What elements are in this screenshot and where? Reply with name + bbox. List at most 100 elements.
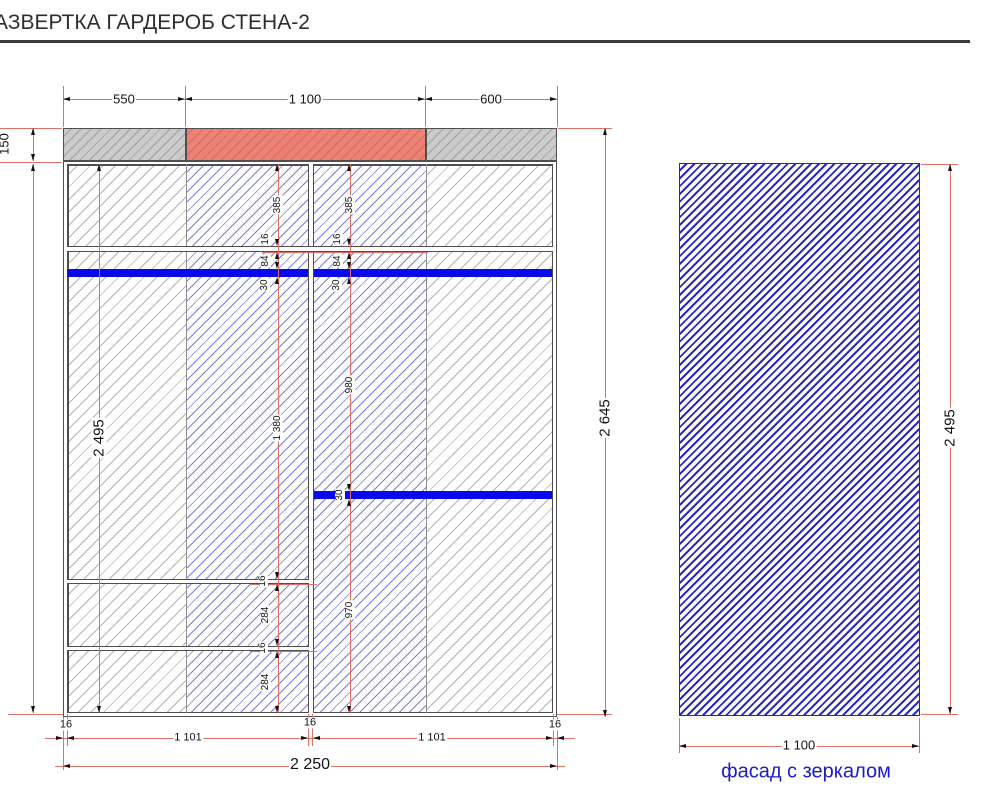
dim-label: 2 495 bbox=[941, 408, 959, 448]
dim-arrow bbox=[347, 277, 351, 284]
drawing-title: АЗВЕРТКА ГАРДЕРОБ СТЕНА-2 bbox=[0, 11, 310, 34]
dim-arrow bbox=[347, 262, 351, 269]
extension-line bbox=[185, 86, 186, 127]
mirror-facade-panel bbox=[679, 163, 920, 716]
dim-arrow bbox=[947, 707, 952, 714]
extension-line bbox=[558, 128, 612, 129]
dim-arrow bbox=[56, 735, 63, 740]
dim-arrow bbox=[96, 706, 101, 713]
dim-label: 1 101 bbox=[173, 731, 203, 744]
extension-line bbox=[919, 718, 920, 753]
hanging-rod-mid-right bbox=[314, 491, 552, 499]
dim-arrow bbox=[30, 154, 35, 161]
dim-arrow bbox=[550, 96, 557, 101]
dim-arrow bbox=[275, 651, 279, 658]
extension-line bbox=[679, 718, 680, 753]
dim-label: 550 bbox=[112, 91, 136, 107]
hanging-rod-upper-left bbox=[67, 269, 308, 277]
extension-line bbox=[557, 717, 558, 770]
dim-line bbox=[350, 164, 351, 713]
dim-arrow bbox=[301, 735, 308, 740]
right-bay-hatch bbox=[426, 164, 553, 713]
dim-label: 1 100 bbox=[781, 737, 817, 753]
dim-arrow bbox=[557, 735, 564, 740]
dim-arrow bbox=[275, 584, 279, 591]
dim-arrow bbox=[275, 277, 279, 284]
dim-label: 385 bbox=[272, 195, 283, 215]
facade-caption: фасад с зеркалом bbox=[721, 760, 891, 783]
dim-label: 30 bbox=[334, 488, 345, 502]
extension-line bbox=[557, 86, 558, 127]
dim-label: 1 380 bbox=[272, 414, 283, 442]
hanging-rod-upper-right bbox=[314, 269, 552, 277]
dim-label: 16 bbox=[260, 232, 271, 246]
lower-shelf-1 bbox=[67, 579, 309, 584]
dim-arrow bbox=[275, 262, 279, 269]
dim-arrow bbox=[602, 710, 607, 717]
dim-arrow bbox=[418, 96, 425, 101]
dim-line bbox=[33, 128, 34, 161]
left-bay-hatch bbox=[67, 164, 186, 713]
dim-arrow bbox=[275, 164, 279, 171]
dim-arrow bbox=[275, 639, 279, 646]
top-strip-center-section bbox=[185, 128, 425, 161]
top-strip-outline bbox=[63, 128, 557, 161]
dim-arrow bbox=[275, 572, 279, 579]
extension-line bbox=[63, 86, 64, 127]
dim-arrow bbox=[425, 96, 432, 101]
dim-arrow bbox=[185, 96, 192, 101]
dim-label: 16 bbox=[257, 574, 268, 588]
dim-arrow bbox=[947, 164, 952, 171]
extension-line bbox=[262, 252, 428, 253]
left-wall-inner-line bbox=[67, 164, 69, 713]
dim-arrow bbox=[912, 743, 919, 748]
top-strip-left-section bbox=[63, 128, 185, 161]
dim-arrow bbox=[275, 239, 279, 246]
dim-label: 2 495 bbox=[90, 418, 108, 458]
extension-line bbox=[557, 714, 612, 715]
extension-line bbox=[250, 584, 317, 585]
dim-arrow bbox=[679, 743, 686, 748]
dim-label: 16 bbox=[58, 718, 74, 731]
dim-label: 980 bbox=[344, 375, 355, 395]
dim-arrow bbox=[347, 706, 351, 713]
right-wall-inner-line bbox=[551, 164, 553, 713]
dim-label: 284 bbox=[260, 672, 271, 692]
top-strip-separator bbox=[185, 128, 187, 161]
extension-line bbox=[63, 717, 64, 770]
dim-arrow bbox=[63, 763, 70, 768]
facade-left-edge bbox=[186, 164, 187, 713]
dim-arrow bbox=[30, 706, 35, 713]
extension-line bbox=[921, 164, 958, 165]
dim-arrow bbox=[550, 763, 557, 768]
dim-label: 1 100 bbox=[287, 91, 323, 107]
dim-line bbox=[33, 164, 34, 713]
dim-label: 2 645 bbox=[596, 398, 614, 438]
extension-line bbox=[0, 162, 62, 163]
lower-shelf-2 bbox=[67, 646, 309, 651]
dim-label: 16 bbox=[332, 232, 343, 246]
dim-label: 150 bbox=[0, 132, 12, 156]
dim-label: 970 bbox=[344, 600, 355, 620]
extension-line bbox=[250, 651, 317, 652]
dim-arrow bbox=[67, 735, 74, 740]
dim-arrow bbox=[63, 96, 70, 101]
dim-arrow bbox=[546, 735, 553, 740]
dim-arrow bbox=[30, 164, 35, 171]
dim-arrow bbox=[347, 239, 351, 246]
dim-arrow bbox=[347, 252, 351, 259]
dim-arrow bbox=[313, 735, 320, 740]
dim-line bbox=[45, 738, 575, 739]
dim-label: 84 bbox=[260, 254, 271, 268]
top-strip-right-section bbox=[425, 128, 557, 161]
dim-arrow bbox=[30, 128, 35, 135]
dim-label: 600 bbox=[479, 91, 503, 107]
dim-label: 16 bbox=[257, 641, 268, 655]
dim-label: 30 bbox=[259, 278, 270, 292]
extension-line bbox=[312, 714, 313, 746]
dim-label: 16 bbox=[547, 718, 563, 731]
dim-arrow bbox=[347, 484, 351, 491]
wardrobe-body-outline bbox=[63, 161, 557, 717]
top-strip-separator bbox=[425, 128, 427, 161]
